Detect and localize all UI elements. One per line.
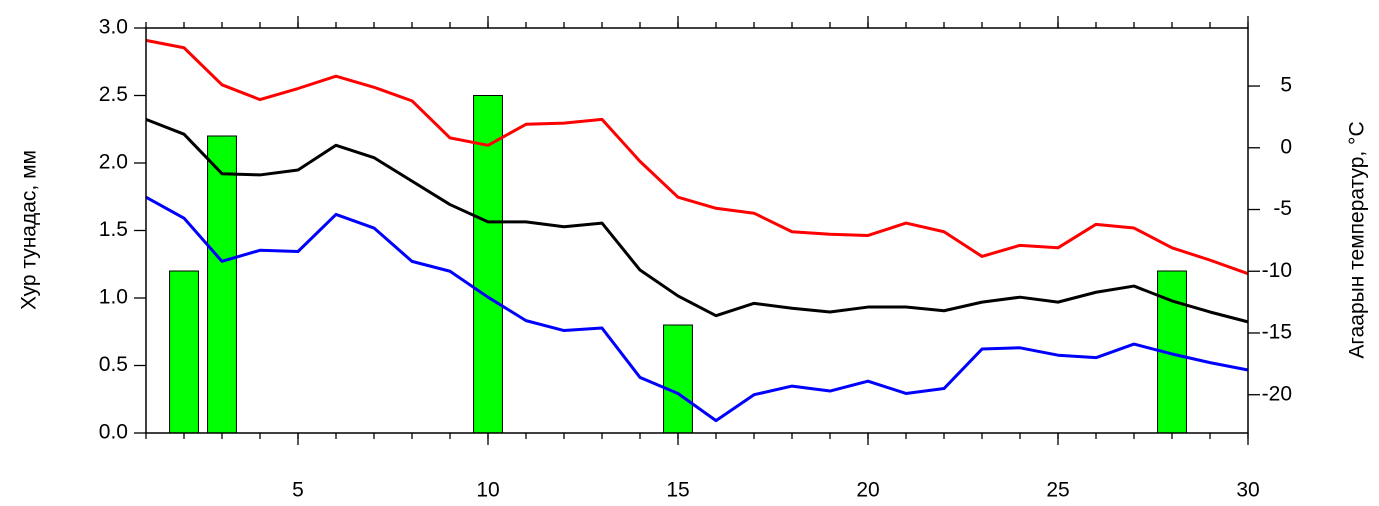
y-tick-label: 1.5 <box>99 218 128 241</box>
y-axis-label: Хур тунадас, мм <box>18 150 41 310</box>
bar <box>473 95 503 434</box>
y-tick-label: 0.0 <box>99 421 128 444</box>
bar <box>207 135 237 434</box>
y-tick-label: 2.5 <box>99 83 128 106</box>
y2-axis-label: Агаарын температур, °C <box>1346 121 1369 358</box>
plot-frame <box>145 27 1249 434</box>
y-tick-label: 3.0 <box>99 16 128 39</box>
line <box>145 117 1249 324</box>
line <box>145 38 1249 276</box>
x-tick-label: 10 <box>476 479 499 502</box>
y-tick-label: 1.0 <box>99 286 128 309</box>
bar <box>663 324 693 434</box>
y2-tick-label: -5 <box>1273 197 1292 220</box>
bar <box>169 270 199 434</box>
x-tick-label: 5 <box>292 479 304 502</box>
x-tick-label: 15 <box>666 479 689 502</box>
y-tick-label: 0.5 <box>99 353 128 376</box>
x-tick-label: 30 <box>1236 479 1259 502</box>
y-tick-label: 2.0 <box>99 151 128 174</box>
y2-tick-label: -10 <box>1262 259 1292 282</box>
y2-tick-label: 5 <box>1280 74 1292 97</box>
line <box>145 195 1249 423</box>
x-tick-label: 25 <box>1046 479 1069 502</box>
y2-tick-label: -15 <box>1262 321 1292 344</box>
y2-tick-label: -20 <box>1262 382 1292 405</box>
y2-tick-label: 0 <box>1280 135 1292 158</box>
x-tick-label: 20 <box>856 479 879 502</box>
